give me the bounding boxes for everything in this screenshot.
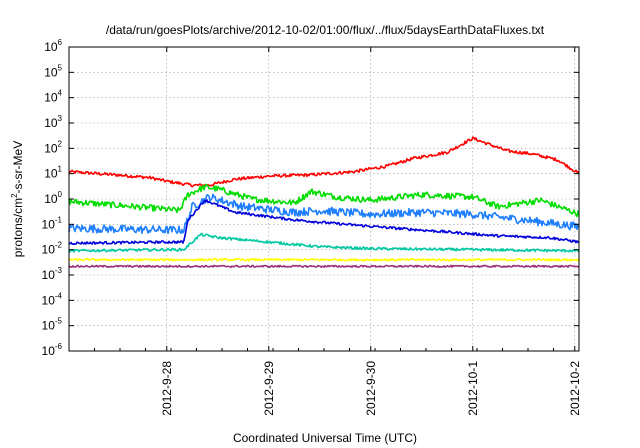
series-line <box>68 232 580 253</box>
chart-title: /data/run/goesPlots/archive/2012-10-02/0… <box>106 23 545 37</box>
series-layer <box>68 136 580 269</box>
y-axis-label: protons/cm2-s-sr-MeV <box>10 141 25 257</box>
y-tick-label: 10-5 <box>42 317 63 333</box>
series-line <box>68 183 580 218</box>
series-line <box>68 264 580 269</box>
series-line <box>68 193 580 235</box>
y-tick-label: 10-1 <box>42 215 63 231</box>
grid <box>69 47 579 351</box>
y-tick-label: 106 <box>44 38 62 54</box>
y-tick-label: 10-3 <box>42 266 63 282</box>
y-tick-label: 10-2 <box>42 241 63 257</box>
x-tick-label: 2012-9-29 <box>262 361 276 416</box>
series-line <box>68 199 580 245</box>
y-tick-label: 105 <box>44 63 62 79</box>
series-line <box>68 257 580 262</box>
x-tick-label: 2012-9-28 <box>160 361 174 416</box>
y-tick-label: 102 <box>44 139 62 155</box>
series-line <box>68 136 580 188</box>
y-axis: 10-6 10-5 10-4 10-3 10-2 10-1 100 101 102 103 104 1… <box>42 38 579 358</box>
y-tick-label: 100 <box>44 190 62 206</box>
y-tick-label: 101 <box>44 165 62 181</box>
y-tick-label: 10-4 <box>42 291 63 307</box>
x-axis-label: Coordinated Universal Time (UTC) <box>233 431 417 445</box>
y-tick-label: 104 <box>44 89 62 105</box>
y-tick-label: 103 <box>44 114 62 130</box>
x-tick-label: 2012-10-1 <box>466 361 480 416</box>
x-tick-label: 2012-10-2 <box>568 361 582 416</box>
x-tick-label: 2012-9-30 <box>364 361 378 416</box>
x-axis: 2012-9-28 2012-9-29 2012-9-30 2012-10-1 2012… <box>68 47 582 416</box>
y-tick-label: 10-6 <box>42 342 63 358</box>
